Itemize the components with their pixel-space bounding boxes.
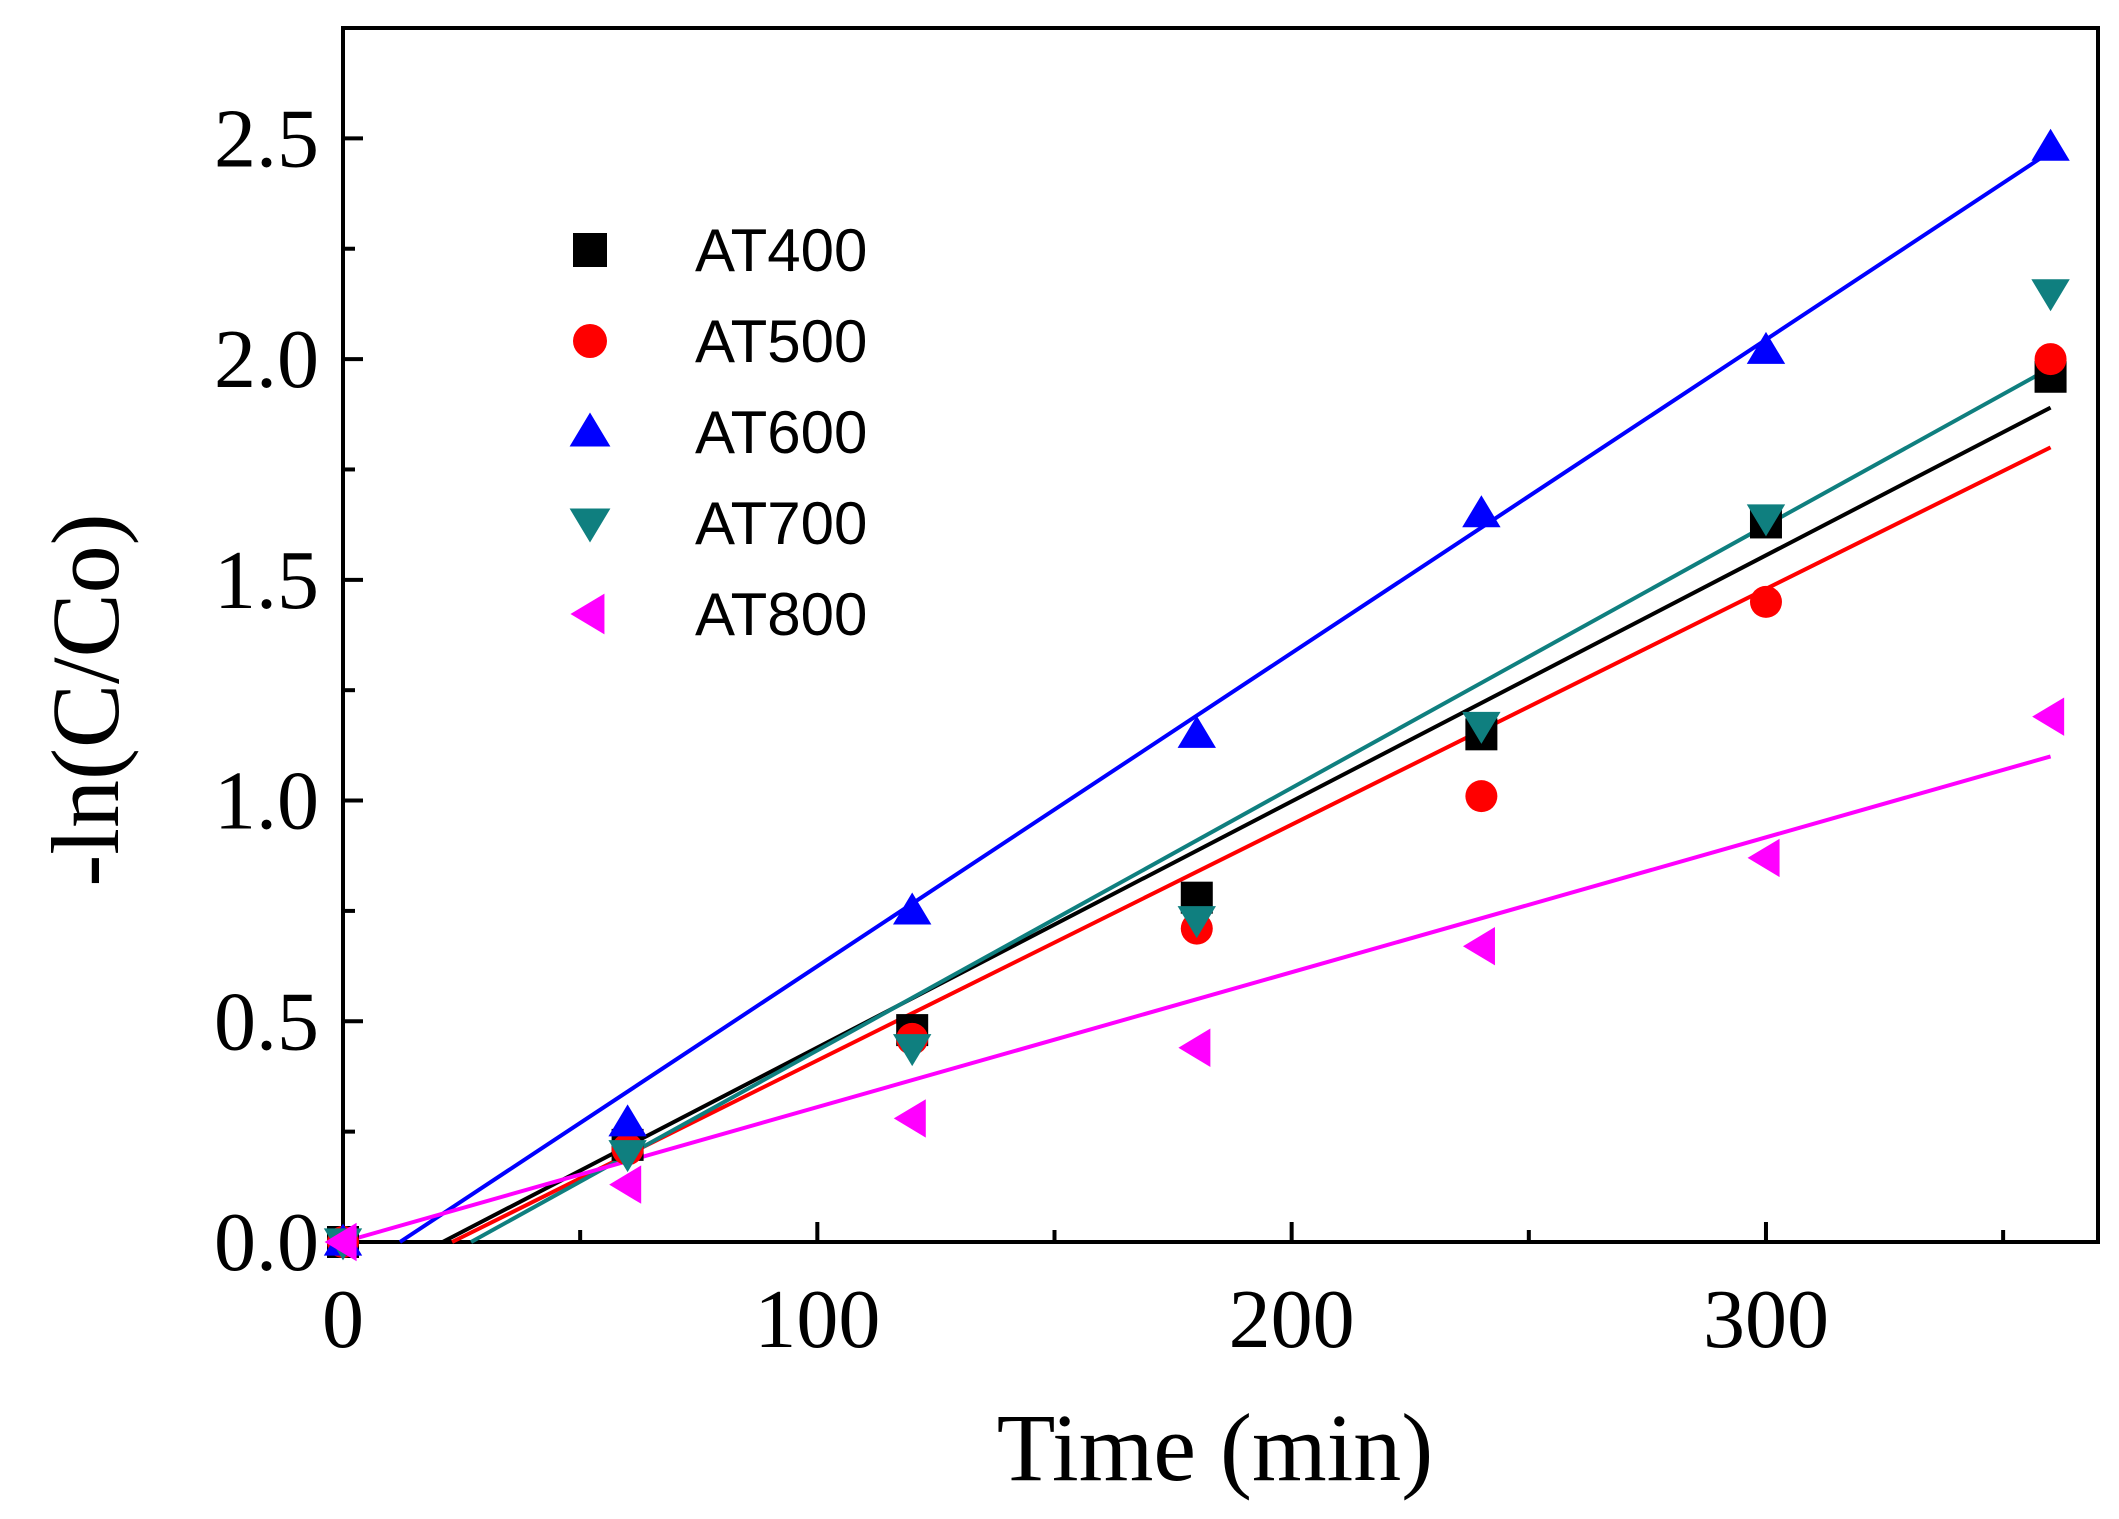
- legend-label-at800: AT800: [695, 581, 867, 648]
- data-point-at600: [892, 892, 932, 925]
- y-tick-label: 2.5: [214, 92, 319, 185]
- x-tick-label: 300: [1703, 1273, 1829, 1366]
- x-tick-label: 100: [754, 1273, 880, 1366]
- data-point-at700: [608, 1140, 647, 1173]
- data-point-at600: [1462, 495, 1501, 528]
- data-point-at800: [609, 1165, 642, 1204]
- data-point-at700: [1746, 504, 1786, 537]
- y-tick-label: 0.5: [214, 975, 319, 1068]
- y-axis-title: -ln(C/Co): [32, 513, 139, 886]
- data-point-at500: [1465, 780, 1498, 813]
- data-point-at700: [2031, 279, 2070, 312]
- data-point-at800: [1747, 838, 1780, 878]
- data-point-at700: [1177, 906, 1216, 939]
- x-tick-label: 200: [1229, 1273, 1355, 1366]
- data-point-at700: [1462, 711, 1501, 744]
- data-point-at800: [1462, 927, 1495, 966]
- data-point-at600: [1746, 331, 1786, 364]
- data-point-at800: [324, 1222, 357, 1262]
- legend-marker-at500: [573, 324, 607, 358]
- fit-line-at700: [470, 366, 2052, 1244]
- plot-frame: [341, 26, 2100, 1244]
- legend: AT400 AT500 AT600 AT700 AT800: [569, 217, 867, 648]
- data-point-at600: [1177, 715, 1216, 748]
- legend-label-at700: AT700: [695, 490, 867, 557]
- x-tick-label: 0: [322, 1273, 364, 1366]
- fit-line-at800: [342, 754, 2052, 1244]
- legend-marker-at400: [573, 233, 607, 267]
- x-axis-title: Time (min): [997, 1394, 1434, 1501]
- data-point-at800: [2032, 697, 2065, 736]
- fit-lines: [342, 149, 2052, 1244]
- legend-marker-at800: [570, 593, 605, 635]
- data-point-at800: [1178, 1028, 1211, 1067]
- data-point-at500: [2034, 343, 2067, 376]
- fit-line-at500: [451, 445, 2052, 1244]
- data-point-at600: [2031, 128, 2070, 161]
- legend-label-at500: AT500: [695, 308, 867, 375]
- legend-label-at400: AT400: [695, 217, 867, 284]
- fit-line-at400: [441, 405, 2052, 1244]
- axes: 0 100 200 300 0.0 0.5 1.0 1.5 2.0 2.5: [214, 26, 2100, 1366]
- y-tick-label: 2.0: [214, 313, 319, 406]
- data-point-at700: [892, 1034, 932, 1067]
- data-markers: [323, 128, 2070, 1262]
- y-tick-label: 0.0: [214, 1196, 319, 1289]
- legend-label-at600: AT600: [695, 399, 867, 466]
- legend-marker-at700: [569, 508, 611, 543]
- y-tick-label: 1.5: [214, 534, 319, 627]
- y-tick-label: 1.0: [214, 755, 319, 848]
- fit-line-at600: [398, 149, 2052, 1244]
- data-point-at600: [608, 1104, 647, 1137]
- legend-marker-at600: [569, 412, 611, 447]
- data-point-at500: [1749, 585, 1782, 618]
- data-point-at800: [893, 1099, 926, 1138]
